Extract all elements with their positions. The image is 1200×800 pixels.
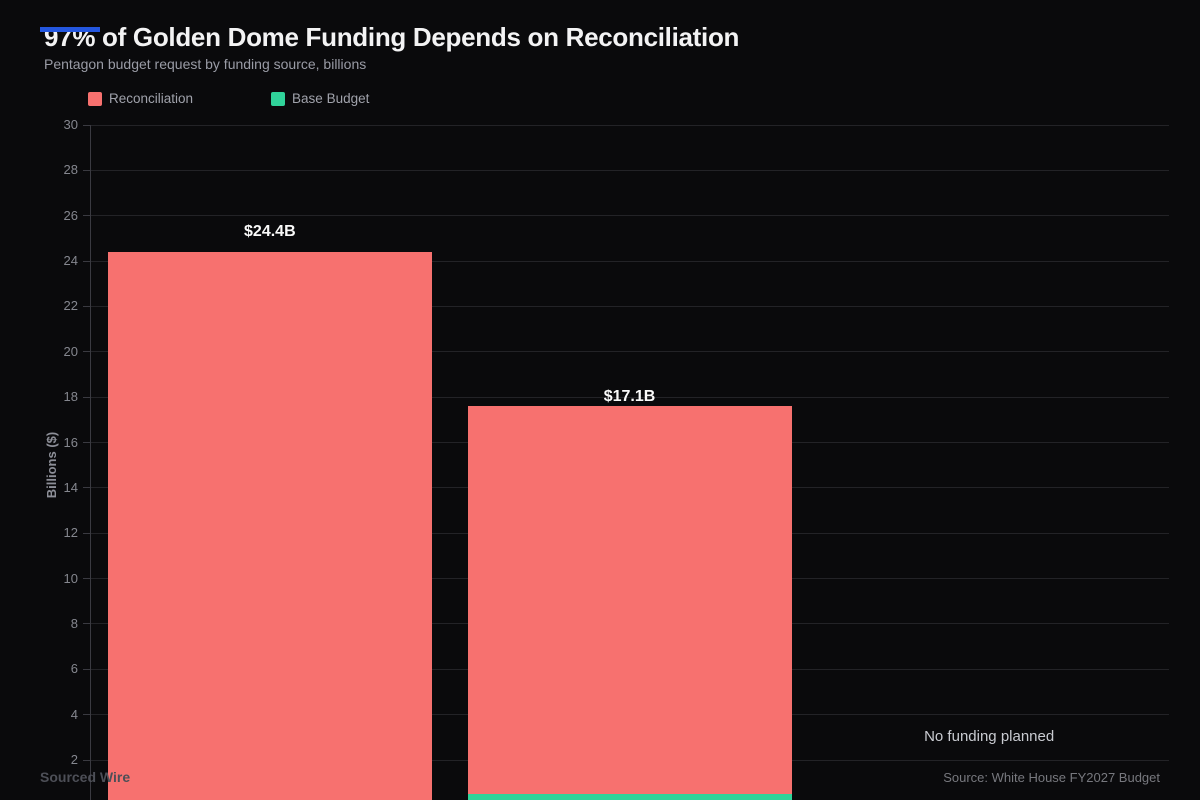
y-tick-mark (83, 714, 90, 716)
y-axis-line (90, 125, 91, 800)
y-tick-label: 14 (63, 479, 78, 495)
y-tick-mark (83, 124, 90, 126)
legend-label: Base Budget (292, 91, 370, 106)
chart-title: 97% of Golden Dome Funding Depends on Re… (44, 22, 740, 52)
y-tick-mark (83, 396, 90, 398)
y-tick-mark (83, 442, 90, 444)
y-tick-mark (83, 759, 90, 761)
bar-segment-reconciliation (467, 406, 792, 795)
gridline (90, 124, 1169, 126)
y-tick-label: 4 (70, 706, 78, 722)
y-tick-label: 28 (63, 162, 78, 178)
y-tick-mark (83, 623, 90, 625)
y-tick-mark (83, 668, 90, 670)
gridline (90, 215, 1169, 217)
y-tick-mark (83, 260, 90, 262)
y-tick-label: 22 (63, 298, 78, 314)
y-tick-label: 20 (63, 343, 78, 359)
brand-credit: Sourced Wire (40, 769, 131, 785)
y-tick-label: 12 (63, 525, 78, 541)
y-tick-label: 2 (70, 752, 78, 768)
y-axis-title: Billions ($) (44, 431, 59, 499)
y-tick-label: 30 (63, 117, 78, 132)
bar-value-label: $17.1B (603, 388, 656, 406)
gridline (90, 169, 1169, 171)
brand-accent-bar (40, 27, 100, 32)
legend: Reconciliation Base Budget (88, 91, 369, 106)
y-tick-mark (83, 532, 90, 534)
y-tick-mark (83, 305, 90, 307)
y-tick-mark (83, 169, 90, 171)
y-tick-label: 18 (63, 389, 78, 405)
legend-label: Reconciliation (109, 91, 194, 106)
y-tick-mark (83, 351, 90, 353)
y-tick-label: 24 (63, 253, 78, 269)
y-tick-label: 6 (70, 661, 78, 677)
gridline (90, 396, 1169, 398)
bar-segment-reconciliation (107, 252, 432, 800)
annotation-no-funding-planned: No funding planned (924, 728, 1055, 746)
y-tick-label: 16 (63, 434, 78, 450)
y-tick-mark (83, 215, 90, 217)
source-note: Source: White House FY2027 Budget (943, 770, 1160, 785)
y-tick-label: 10 (63, 570, 78, 586)
gridline (90, 351, 1169, 353)
bar-segment-base-budget (467, 794, 792, 800)
legend-swatch-icon (271, 91, 286, 106)
bar-value-label: $24.4B (244, 222, 296, 240)
chart-subtitle: Pentagon budget request by funding sourc… (44, 56, 367, 72)
y-tick-mark (83, 487, 90, 489)
legend-swatch-icon (88, 91, 102, 106)
y-tick-label: 8 (70, 615, 78, 631)
gridline (90, 305, 1169, 307)
gridline (90, 260, 1169, 262)
legend-item-base-budget: Base Budget (271, 91, 369, 106)
legend-item-reconciliation: Reconciliation (88, 91, 193, 106)
y-tick-label: 26 (63, 207, 78, 223)
y-tick-mark (83, 578, 90, 580)
